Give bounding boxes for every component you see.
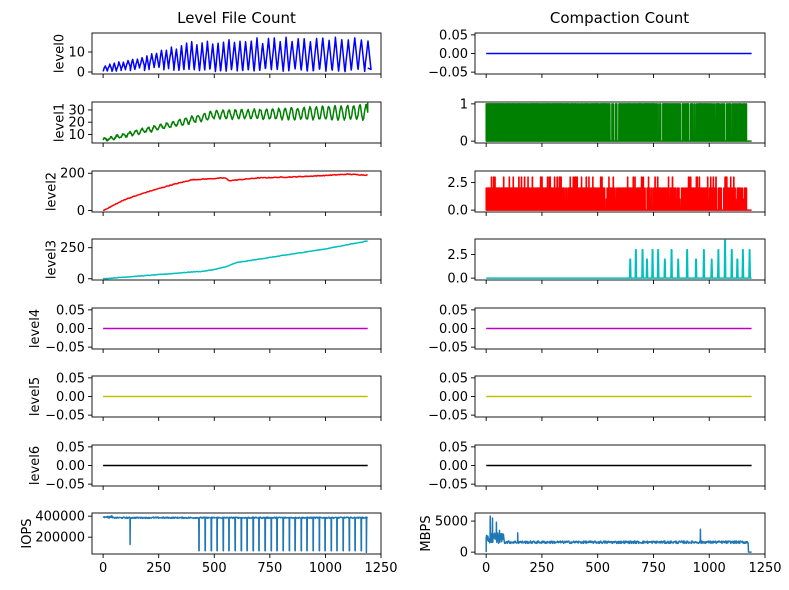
y-tick-label: 0.00 [439,390,468,405]
y-tick-label: 0.05 [439,371,468,386]
column-title-left: Level File Count [177,9,296,27]
x-tick-label: 0 [99,561,107,576]
axes-frame [474,170,766,213]
axes-frame [91,101,382,144]
y-tick-label: 0 [460,135,468,150]
y-tick-label: −0.05 [428,341,468,356]
y-tick-label: 0 [77,66,85,81]
series-line-left-row1 [102,102,369,142]
subplot-left-row4: −0.05 0.00 0.05 level4 [28,303,382,356]
y-tick-label: 10 [68,128,85,143]
y-tick-label: −0.05 [45,409,85,424]
y-tick-label: 0.00 [56,390,85,405]
x-tick-label: 250 [530,561,555,576]
x-tick-label: 1000 [693,561,726,576]
subplot-right-row0: −0.05 0.00 0.05 [428,28,766,81]
subplot-right-row1: 01 [460,97,766,150]
axes-frame [91,238,382,281]
series-line-left-row2 [102,173,368,212]
y-axis-label: level4 [28,309,43,348]
series-line-right-row7 [485,515,752,553]
x-tick-label: 500 [585,561,610,576]
subplot-left-row6: −0.05 0.00 0.05 level6 [28,440,382,493]
y-tick-label: 0.05 [56,440,85,455]
subplot-right-row5: −0.05 0.00 0.05 [428,371,766,424]
y-tick-label: −0.05 [428,478,468,493]
y-tick-label: 10 [68,46,85,61]
y-axis-label: MBPS [419,515,434,551]
y-tick-label: 5000 [435,515,468,530]
y-axis-label: level6 [28,446,43,485]
axes-frame [91,170,382,213]
y-tick-label: 30 [68,103,85,118]
y-tick-label: 0.05 [439,28,468,43]
y-tick-label: 0.0 [447,272,468,287]
y-tick-label: 0.00 [439,459,468,474]
y-tick-label: 20 [68,116,85,131]
y-tick-label: 0.05 [439,440,468,455]
y-tick-label: 0.00 [56,322,85,337]
subplot-left-row5: −0.05 0.00 0.05 level5 [28,371,382,424]
y-tick-label: 0 [77,272,85,287]
y-axis-label: level1 [53,103,68,142]
column-title-right: Compaction Count [550,9,689,27]
series-line-right-row3 [486,239,752,279]
subplot-grid: 010level0102030level10200level20250level… [20,28,782,576]
subplot-right-row3: 0.0 2.5 [447,238,766,287]
y-tick-label: 2.5 [447,176,468,191]
series-line-right-row2 [485,176,752,211]
x-tick-label: 0 [482,561,490,576]
x-tick-label: 250 [146,561,171,576]
y-axis-label: level3 [44,240,59,279]
series-line-left-row0 [102,36,372,73]
y-tick-label: 0.00 [439,47,468,62]
subplot-right-row4: −0.05 0.00 0.05 [428,303,766,356]
x-tick-label: 1250 [748,561,781,576]
y-tick-label: −0.05 [428,66,468,81]
x-tick-label: 750 [257,561,282,576]
series-line-left-row7 [102,515,369,554]
x-tick-label: 750 [641,561,666,576]
x-tick-label: 500 [202,561,227,576]
y-axis-label: level0 [53,34,68,73]
y-tick-label: −0.05 [45,478,85,493]
y-tick-label: 0 [77,204,85,219]
axes-frame [91,32,382,75]
y-tick-label: 0.0 [447,204,468,219]
subplot-right-row6: −0.05 0.00 0.05 [428,440,766,493]
series-line-left-row3 [102,240,368,280]
x-tick-label: 1000 [309,561,342,576]
y-axis-label: level2 [44,172,59,211]
subplot-right-row2: 0.0 2.5 [447,170,766,219]
x-tick-label: 1250 [364,561,397,576]
y-tick-label: 200000 [35,531,85,546]
y-tick-label: 1 [460,97,468,112]
axes-frame [91,512,382,555]
y-tick-label: 200 [60,167,85,182]
axes-frame [474,238,766,281]
y-axis-label: level5 [28,377,43,416]
y-tick-label: −0.05 [428,409,468,424]
y-tick-label: 0.05 [56,371,85,386]
y-axis-label: IOPS [20,518,35,548]
axes-frame [474,101,766,144]
y-tick-label: 0.05 [439,303,468,318]
y-tick-label: 0 [460,546,468,561]
y-tick-label: 400000 [35,510,85,525]
y-tick-label: 0.05 [56,303,85,318]
y-tick-label: 0.00 [56,459,85,474]
y-tick-label: 0.00 [439,322,468,337]
axes-frame [474,512,766,555]
y-tick-label: 2.5 [447,248,468,263]
y-tick-label: −0.05 [45,341,85,356]
series-line-right-row1 [485,103,752,142]
y-tick-label: 250 [60,241,85,256]
